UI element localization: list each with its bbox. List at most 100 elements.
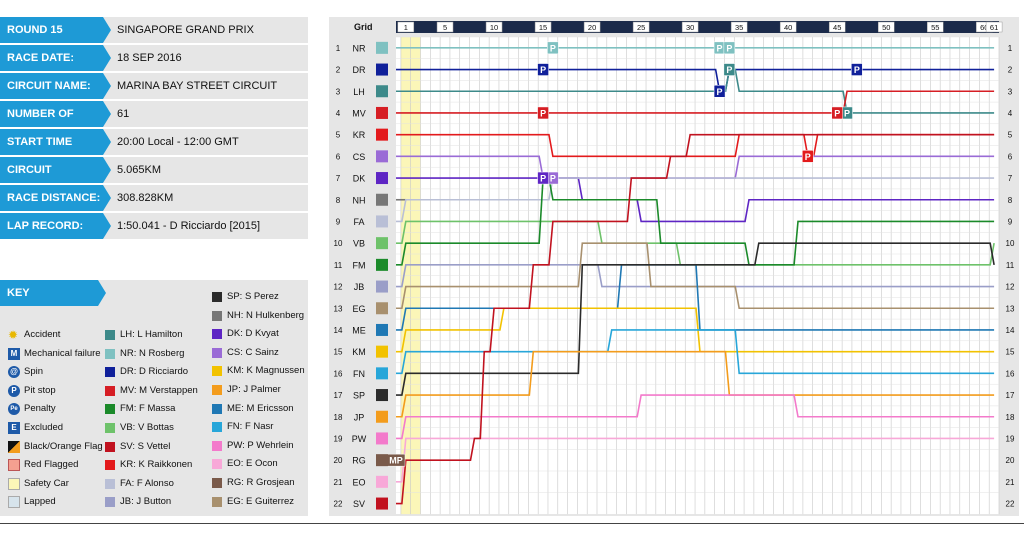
info-value: 1:50.041 - D Ricciardo [2015] — [117, 220, 261, 232]
pit-stop-marker-label: P — [717, 87, 723, 97]
grid-driver-swatch — [376, 215, 388, 228]
key-driver-label: DR: D Ricciardo — [120, 366, 189, 378]
key-event-label: Spin — [24, 366, 44, 378]
grid-driver-swatch — [376, 85, 388, 98]
key-event-label: Red Flagged — [24, 459, 79, 471]
lap-tick-box — [397, 21, 415, 33]
black-orange-flag-icon — [8, 440, 20, 453]
key-title: KEY — [0, 280, 106, 306]
key-event-label: Penalty — [24, 403, 56, 415]
pit-stop-marker — [537, 106, 549, 120]
info-row: RACE DATE: 18 SEP 2016 — [0, 45, 308, 71]
info-value: 308.828KM — [117, 192, 174, 204]
lap-tick-box — [730, 21, 748, 33]
lap-tick-label: 35 — [735, 23, 743, 32]
key-driver-label: ME: M Ericsson — [227, 402, 294, 414]
key-driver-item: JB: J Button — [105, 496, 171, 508]
lap-tick-box — [436, 21, 454, 33]
grid-driver-code: LH — [353, 87, 365, 97]
key-driver-item: PW: P Wehrlein — [212, 440, 294, 452]
mechanical-failure-icon: M — [8, 347, 20, 360]
grid-header: Grid — [354, 22, 373, 32]
pit-stop-marker — [723, 41, 736, 55]
grid-driver-swatch — [376, 345, 388, 358]
grid-driver-swatch — [376, 63, 388, 76]
key-driver-item: ME: M Ericsson — [212, 403, 294, 415]
position-label-right: 7 — [1008, 174, 1013, 183]
pit-stop-marker-label: P — [726, 65, 732, 75]
lap-tick-box — [779, 21, 797, 33]
penalty-icon: Pe — [8, 403, 20, 416]
grid-driver-swatch — [376, 258, 388, 271]
grid-driver-code: EG — [352, 304, 365, 314]
grid-driver-swatch — [376, 367, 388, 380]
spin-icon: @ — [8, 366, 20, 379]
red-flagged-swatch — [8, 459, 20, 472]
key-driver-label: MV: M Verstappen — [120, 384, 198, 396]
key-event-label: Accident — [24, 329, 61, 340]
grid-driver-swatch — [376, 150, 388, 163]
grid-driver-code: EO — [352, 477, 365, 487]
lap-tick-label: 45 — [833, 23, 841, 32]
key-event-label: Pit stop — [24, 384, 56, 396]
driver-color-swatch — [212, 459, 222, 470]
pit-stop-marker — [802, 150, 814, 163]
key-driver-item: FM: F Massa — [105, 403, 175, 415]
position-label-left: 20 — [334, 456, 343, 465]
key-event-item: Red Flagged — [8, 459, 79, 472]
grid-driver-swatch — [376, 302, 388, 315]
safety-car-swatch — [8, 477, 20, 490]
grid-driver-code: SV — [353, 499, 365, 509]
position-label-right: 12 — [1006, 283, 1015, 292]
key-driver-label: JP: J Palmer — [227, 384, 281, 395]
accident-icon: ✹ — [8, 328, 19, 342]
position-label-right: 21 — [1006, 478, 1015, 487]
race-line-fm — [396, 177, 995, 266]
position-label-left: 12 — [334, 283, 343, 292]
lap-chart: Grid 1 5 10 15 20 25 30 35 40 45 50 55 60 61 1 1 2 2 3 3 4 4 5 5… — [329, 17, 1019, 516]
key-driver-item: EG: E Guiterrez — [212, 496, 294, 508]
lap-tick-label: 20 — [588, 23, 596, 32]
position-label-right: 10 — [1006, 239, 1015, 248]
info-value: 18 SEP 2016 — [117, 52, 182, 64]
grid-driver-swatch — [376, 280, 388, 293]
race-line-fa — [396, 177, 995, 223]
pit-stop-marker-label: P — [854, 65, 860, 75]
driver-color-swatch — [105, 367, 115, 378]
info-value: 61 — [117, 108, 130, 120]
info-value: 20:00 Local - 12:00 GMT — [117, 136, 239, 148]
key-driver-label: LH: L Hamilton — [120, 329, 183, 340]
driver-color-swatch — [105, 385, 115, 396]
position-label-right: 17 — [1006, 391, 1015, 400]
position-label-left: 4 — [336, 109, 341, 118]
grid-driver-swatch — [376, 454, 388, 467]
info-value: 5.065KM — [117, 164, 162, 176]
pit-stop-marker — [723, 63, 736, 76]
lap-tick-box — [583, 21, 601, 33]
key-event-label: Safety Car — [24, 477, 69, 489]
lap-tick-label: 1 — [404, 23, 408, 32]
grid-driver-code: NH — [353, 195, 366, 205]
lap-tick-box — [485, 21, 503, 33]
lap-tick-label: 5 — [443, 23, 447, 32]
driver-color-swatch — [212, 310, 222, 321]
key-event-item: Black/Orange Flag — [8, 440, 103, 453]
key-event-label: Lapped — [24, 496, 56, 508]
grid-driver-swatch — [376, 237, 388, 250]
grid-driver-swatch — [376, 497, 388, 510]
position-label-left: 22 — [334, 500, 343, 509]
race-line-eg — [396, 242, 995, 310]
position-label-right: 16 — [1006, 369, 1015, 378]
pit-stop-marker — [713, 85, 726, 98]
key-driver-label: FA: F Alonso — [120, 477, 174, 489]
position-label-left: 10 — [334, 239, 343, 248]
driver-color-swatch — [212, 329, 222, 340]
info-row: LAP RECORD: 1:50.041 - D Ricciardo [2015] — [0, 213, 308, 239]
lap-tick-box — [985, 21, 1003, 33]
pit-stop-marker-label: P — [540, 174, 546, 184]
position-label-left: 1 — [336, 44, 341, 53]
pit-stop-marker — [537, 171, 549, 185]
position-label-left: 7 — [336, 174, 341, 183]
lap-tick-box — [828, 21, 846, 33]
key-driver-label: SV: S Vettel — [120, 440, 171, 452]
